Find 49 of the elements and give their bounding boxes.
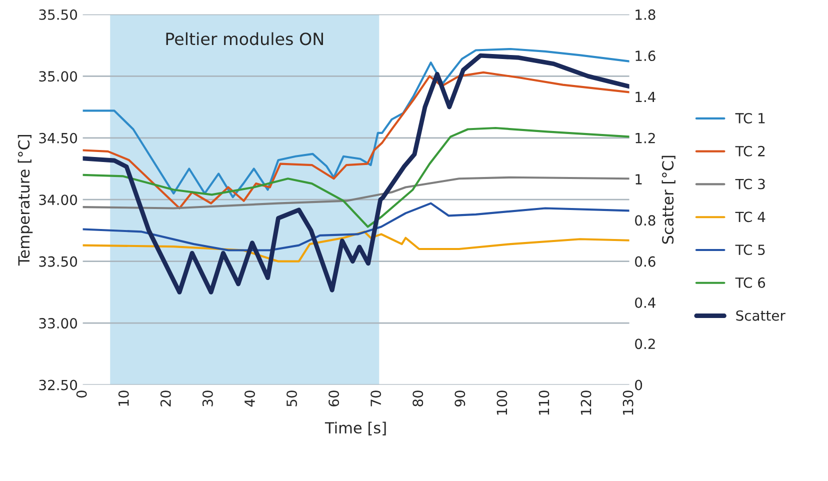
x-tick-label: 60 [328, 390, 340, 406]
x-tick-label: 10 [118, 390, 129, 406]
x-tick-label: 130 [622, 390, 634, 415]
x-tick-label: 120 [580, 390, 592, 415]
line-series [82, 176, 630, 210]
line-series [82, 126, 630, 228]
y-tick-label: 33.00 [39, 318, 78, 329]
x-tick-label: 80 [412, 390, 424, 406]
band-label: Peltier modules ON [166, 32, 323, 46]
y2-tick-label: 1.6 [636, 50, 656, 62]
line-series [82, 48, 630, 198]
y2-tick-label: 1.4 [636, 92, 656, 102]
y2-tick-label: 0.2 [635, 338, 655, 350]
x-tick-label: 50 [286, 390, 298, 406]
y2-tick-label: 0.8 [635, 215, 656, 226]
x-tick-label: 110 [538, 390, 550, 415]
y-tick-label: 33.50 [39, 256, 78, 267]
y-tick-label: 35.50 [39, 9, 78, 20]
legend-label: TC 2 [735, 146, 765, 156]
line-series [82, 202, 630, 252]
x-axis-title: Time [s] [324, 422, 386, 436]
legend-label: Scatter [736, 310, 786, 321]
x-tick-label: 0 [76, 390, 87, 398]
legend-label: TC 1 [735, 113, 765, 124]
x-tick-label: 40 [244, 390, 255, 407]
x-tick-label: 20 [160, 390, 171, 406]
x-tick-label: 30 [202, 390, 213, 406]
y2-tick-label: 0 [635, 380, 642, 390]
y-tick-label: 35.00 [39, 71, 78, 82]
y-tick-label: 34.00 [39, 194, 78, 206]
legend-label: TC 3 [735, 178, 765, 190]
y-tick-label: 32.50 [39, 380, 78, 390]
legend-label: TC 6 [735, 277, 766, 288]
line-series [82, 53, 630, 294]
x-tick-label: 70 [370, 390, 382, 406]
y-axis-title: Temperature [°C] [18, 135, 33, 266]
y2-tick-label: 0.4 [635, 297, 656, 308]
legend-label: TC 5 [735, 244, 765, 256]
y2-axis-title: Scatter [°C] [662, 156, 676, 244]
y2-tick-label: 1.8 [636, 9, 656, 20]
line-series [82, 71, 630, 210]
line-series [82, 230, 630, 262]
legend-label: TC 4 [735, 212, 766, 222]
y2-tick-label: 1.2 [636, 132, 655, 144]
x-tick-label: 100 [496, 390, 508, 415]
x-tick-label: 90 [454, 390, 466, 406]
y-tick-label: 34.50 [39, 132, 78, 144]
y2-tick-label: 0.6 [635, 256, 656, 267]
y2-tick-label: 1 [636, 174, 642, 184]
